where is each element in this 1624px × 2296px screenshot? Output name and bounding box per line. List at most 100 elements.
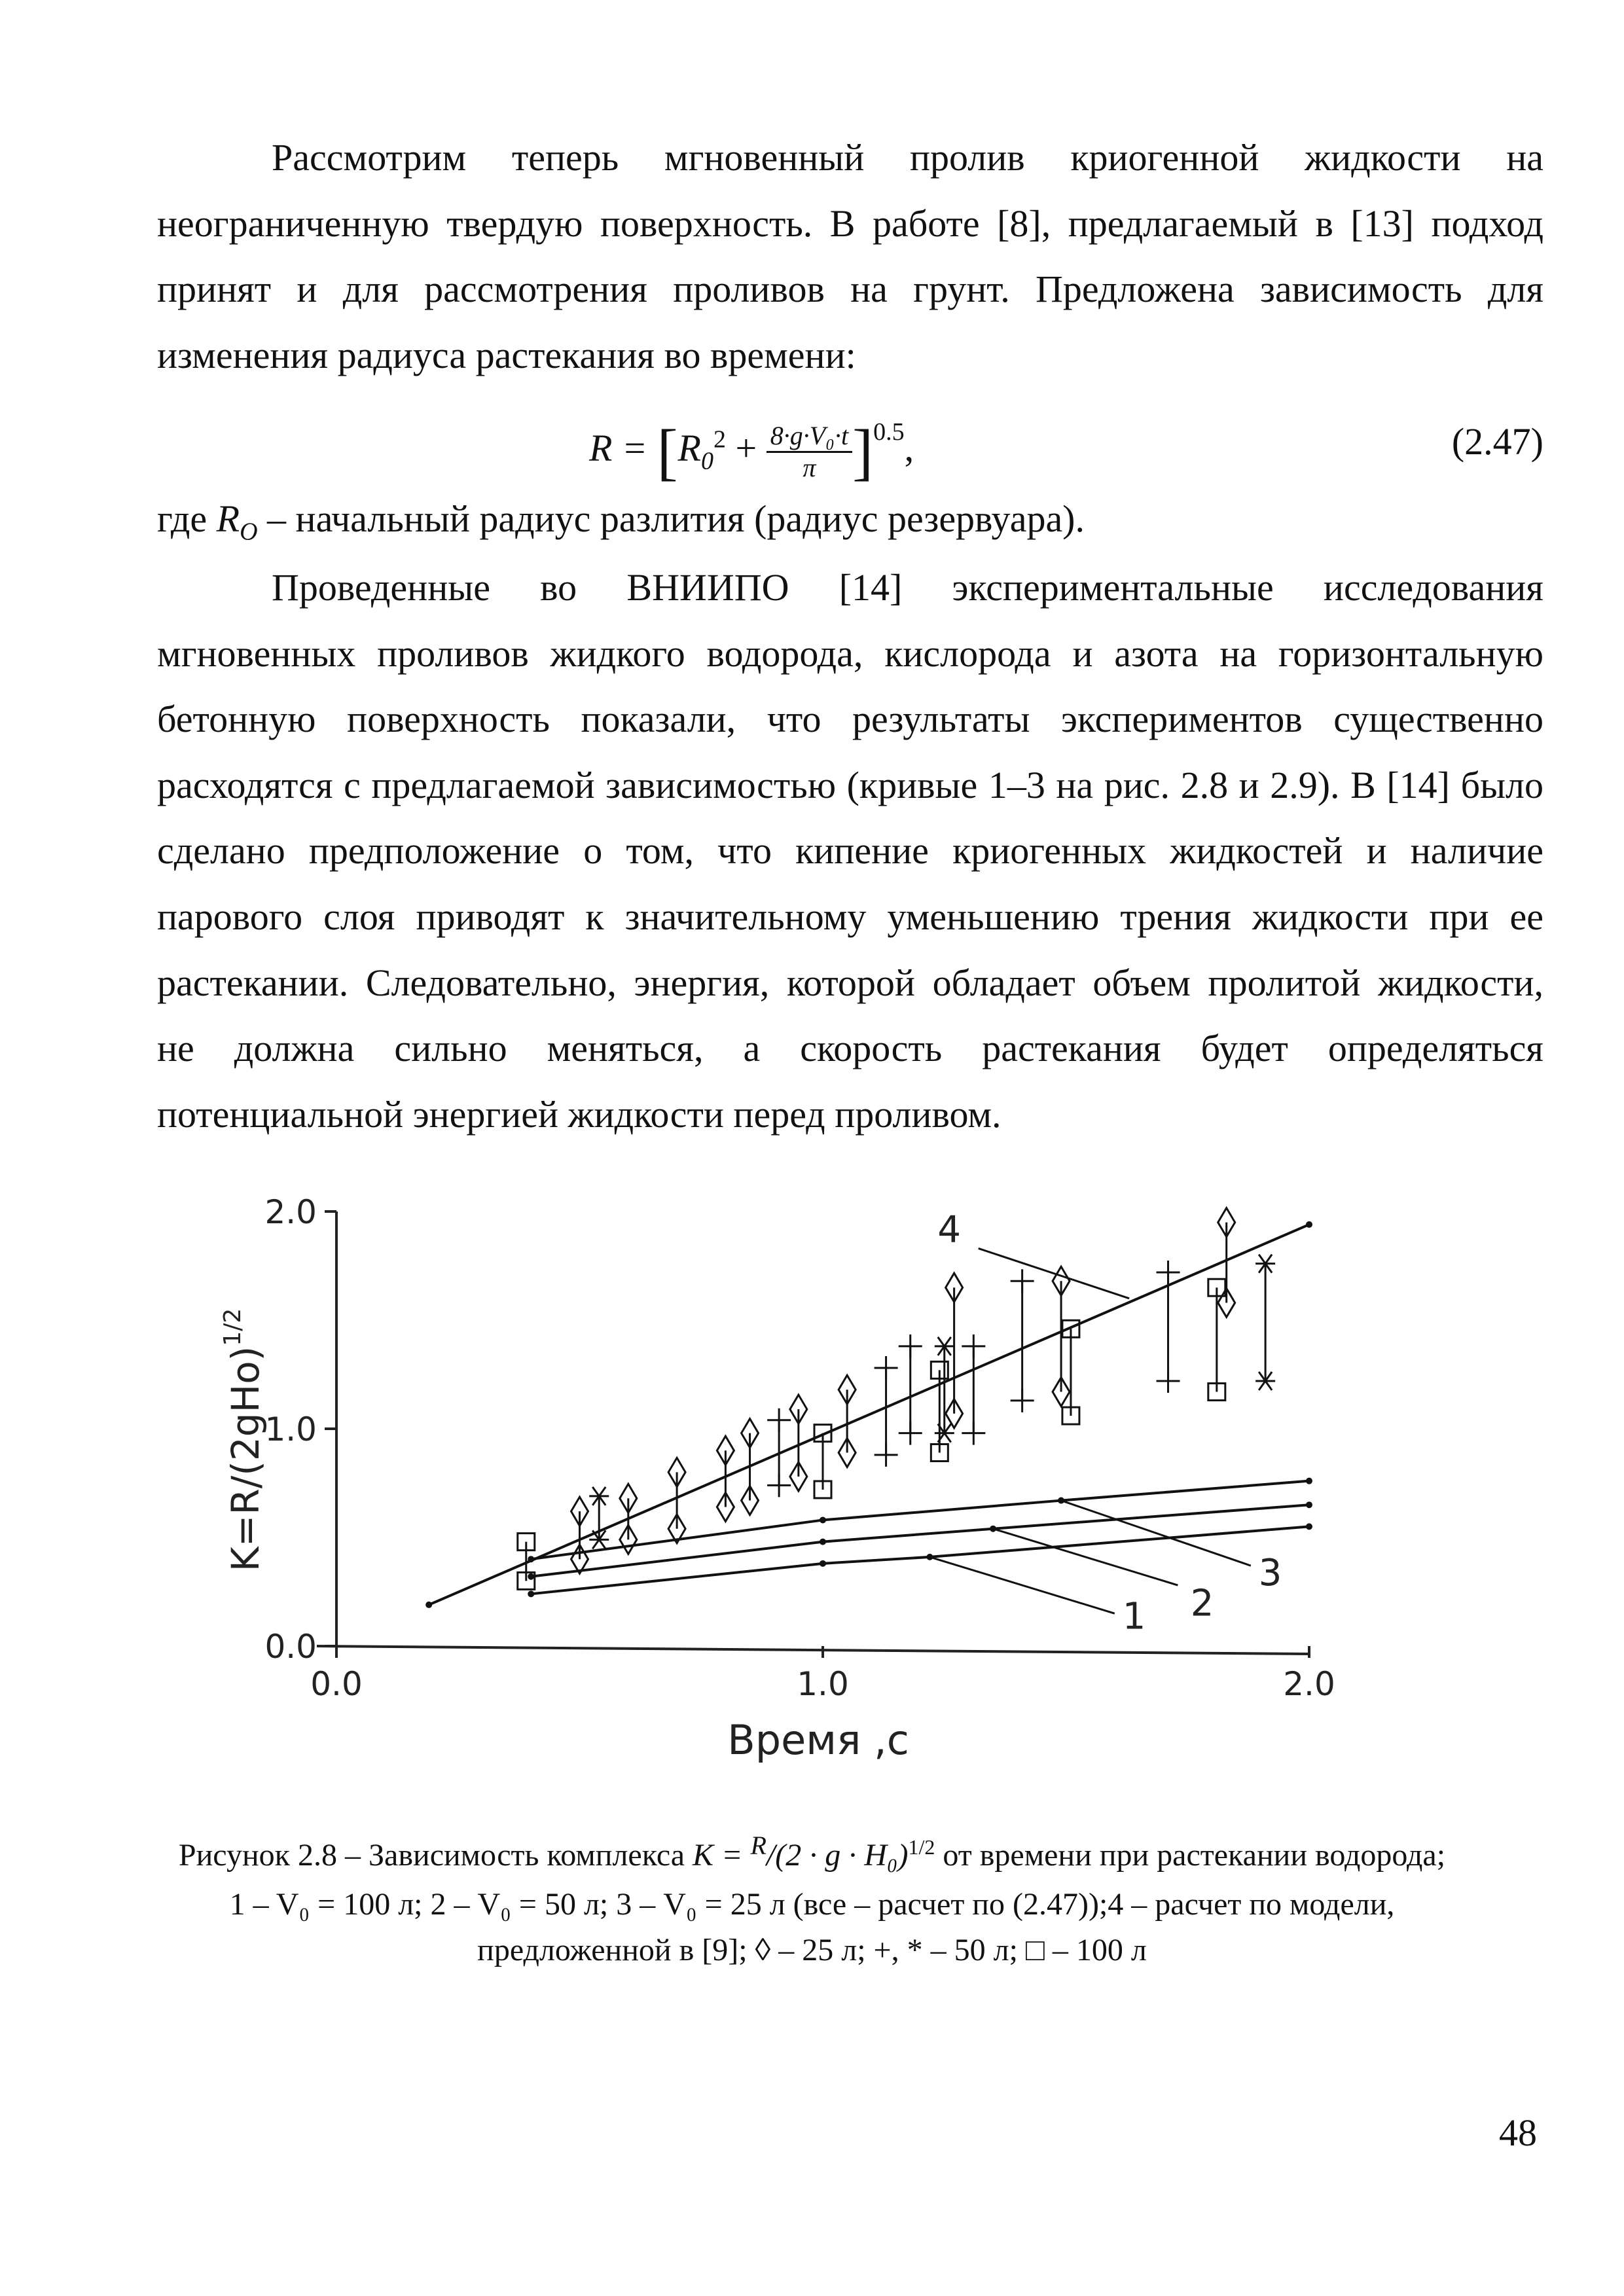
plus-marker xyxy=(874,1443,898,1467)
text-line: не должна сильно меняться, а скорость ра… xyxy=(157,1027,1543,1069)
diamond-marker xyxy=(740,1484,760,1517)
text-line: растекании. Следовательно, энергия, кото… xyxy=(157,961,1543,1004)
x-tick-label: 1.0 xyxy=(797,1665,849,1703)
diamond-marker xyxy=(1051,1265,1071,1298)
diamond-marker xyxy=(569,1495,590,1528)
diamond-marker xyxy=(789,1393,808,1426)
diamond-marker xyxy=(944,1397,964,1430)
text-line: изменения радиуса растекания во времени: xyxy=(157,334,856,376)
formula-r0-sup: 2 xyxy=(713,425,726,454)
plus-marker xyxy=(898,1334,922,1358)
star-marker xyxy=(934,1423,954,1443)
formula-denominator: π xyxy=(803,453,816,483)
curve-label-2: 2 xyxy=(1191,1583,1214,1625)
text-line: парового слоя приводят к значительному у… xyxy=(157,895,1543,938)
y-axis-label-exponent: 1/2 xyxy=(219,1308,246,1346)
square-marker xyxy=(516,1532,536,1552)
diamond-marker xyxy=(667,1512,687,1545)
caption-formula-num: R xyxy=(750,1831,767,1860)
diamond-marker xyxy=(619,1523,638,1556)
y-axis-label-group: K=R/(2gHo)1/2 xyxy=(219,1308,268,1571)
plus-marker xyxy=(1010,1388,1034,1412)
curve-2-point xyxy=(528,1573,535,1580)
equation-2-47: R = [R02 + 8·g·V₀·t π]0.5, xyxy=(589,399,914,494)
curve-2-point xyxy=(820,1538,826,1545)
star-marker xyxy=(1255,1253,1276,1274)
where-symbol: R xyxy=(216,497,240,540)
bracket-close: ] xyxy=(852,416,874,487)
axes: 0.0 1.0 2.0 0.0 1.0 2.0 xyxy=(264,1193,1335,1703)
where-symbol-sub: O xyxy=(240,518,258,546)
text-line: Проведенные во ВНИИПО [14] экспериментал… xyxy=(272,566,1543,609)
curve-label-4: 4 xyxy=(937,1208,961,1251)
x-tick-label: 2.0 xyxy=(1283,1665,1335,1703)
curve-label-leader xyxy=(929,1556,1115,1615)
formula-numerator: 8·g·V₀·t xyxy=(766,421,853,454)
star-marker xyxy=(934,1336,954,1356)
curve-1 xyxy=(530,1525,1310,1596)
text-line: принят и для рассмотрения проливов на гр… xyxy=(157,268,1543,310)
caption-formula-k: K = xyxy=(693,1838,751,1873)
caption-prefix: Рисунок 2.8 – Зависимость комплекса xyxy=(178,1838,693,1873)
plus-marker xyxy=(874,1356,898,1380)
text-line: бетонную поверхность показали, что резул… xyxy=(157,698,1543,740)
formula-exponent: 0.5 xyxy=(873,418,905,446)
curve-label-leader xyxy=(992,1528,1178,1587)
plus-marker xyxy=(962,1334,986,1358)
text-line: Рассмотрим теперь мгновенный пролив крио… xyxy=(272,136,1543,179)
curve-label-3: 3 xyxy=(1259,1552,1282,1594)
y-tick-label: 1.0 xyxy=(264,1410,317,1448)
curve-3-point xyxy=(1306,1477,1312,1484)
formula-r0: R xyxy=(677,427,701,469)
where-text: – начальный радиус разлития (радиус резе… xyxy=(257,497,1085,540)
y-axis-label-text: K=R/(2gHo) xyxy=(223,1346,268,1572)
curve-2 xyxy=(530,1503,1310,1578)
x-tick-label: 0.0 xyxy=(310,1665,363,1703)
diamond-marker xyxy=(715,1490,736,1524)
where-line: где RO – начальный радиус разлития (ради… xyxy=(157,486,1543,552)
plus-marker xyxy=(1156,1369,1180,1393)
curve-4 xyxy=(428,1223,1310,1606)
square-marker xyxy=(929,1360,949,1380)
bracket-open: [ xyxy=(657,416,678,487)
curve-label-leader xyxy=(978,1247,1130,1300)
text-line: потенциальной энергией жидкости перед пр… xyxy=(157,1093,1001,1136)
y-axis-label: K=R/(2gHo)1/2 xyxy=(219,1308,268,1571)
square-marker xyxy=(1061,1406,1081,1426)
diamond-marker xyxy=(789,1460,808,1493)
plus-marker xyxy=(962,1421,986,1445)
x-axis-label: Время ,с xyxy=(727,1716,909,1764)
curve-4-point xyxy=(425,1601,433,1608)
square-marker xyxy=(813,1424,833,1443)
square-marker xyxy=(813,1480,833,1499)
star-marker xyxy=(589,1486,609,1506)
curve-1-point xyxy=(528,1590,535,1598)
square-marker xyxy=(1061,1319,1081,1338)
square-marker xyxy=(1207,1278,1227,1297)
caption-suffix: от времени при растекании водорода; xyxy=(935,1838,1446,1873)
diamond-marker xyxy=(837,1436,857,1469)
figure-caption-line-1: Рисунок 2.8 – Зависимость комплекса K = … xyxy=(0,1826,1624,1875)
diamond-marker xyxy=(944,1271,964,1304)
diamond-marker xyxy=(715,1434,736,1467)
curve-3 xyxy=(530,1479,1310,1561)
text-line: мгновенных проливов жидкого водорода, ки… xyxy=(157,632,1543,675)
curve-1-point xyxy=(1306,1523,1312,1530)
diamond-marker xyxy=(619,1482,638,1515)
square-marker xyxy=(1207,1382,1227,1402)
curve-label-1: 1 xyxy=(1123,1595,1146,1638)
text-line: неограниченную твердую поверхность. В ра… xyxy=(157,202,1543,245)
diamond-marker xyxy=(1216,1206,1236,1239)
equation-number: (2.47) xyxy=(1451,420,1543,463)
x-axis-line xyxy=(316,1645,1310,1655)
formula-plus: + xyxy=(725,427,767,469)
formula-r0-sub: 0 xyxy=(700,447,713,475)
caption-formula-exp: 1/2 xyxy=(908,1835,935,1859)
y-tick-label: 2.0 xyxy=(264,1193,317,1231)
where-prefix: где xyxy=(157,497,217,540)
star-marker xyxy=(1255,1371,1276,1391)
curve-3-point xyxy=(820,1516,826,1524)
diamond-marker xyxy=(1051,1375,1071,1408)
formula-lhs: R = xyxy=(589,427,657,469)
